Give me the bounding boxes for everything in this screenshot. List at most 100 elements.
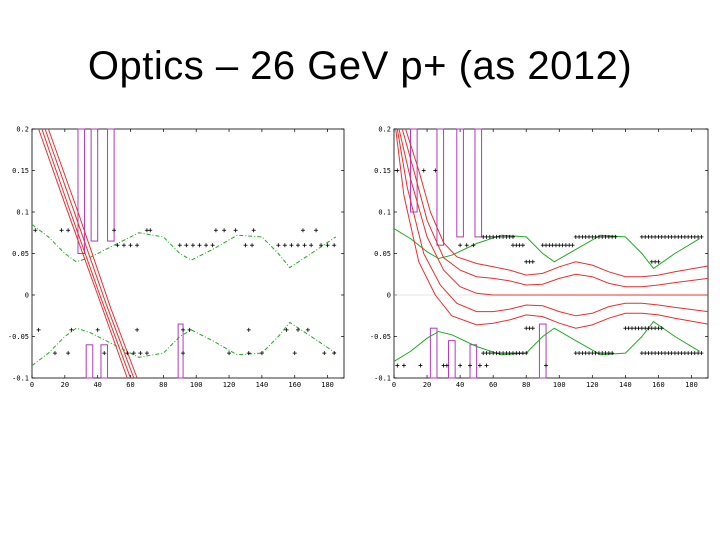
marker-point xyxy=(319,243,324,248)
x-tick-label: 100 xyxy=(553,381,566,389)
marker-point xyxy=(66,351,71,356)
y-tick-label: 0.1 xyxy=(378,209,391,217)
marker-point xyxy=(204,243,209,248)
marker-point xyxy=(325,243,330,248)
x-tick-label: 160 xyxy=(652,381,665,389)
element-box xyxy=(107,128,115,242)
element-box xyxy=(436,128,445,246)
marker-point xyxy=(177,243,182,248)
marker-point xyxy=(128,243,133,248)
plot-frame xyxy=(393,128,709,379)
y-tick-label: 0.15 xyxy=(12,167,29,175)
x-tick-label: 0 xyxy=(392,381,396,389)
element-box xyxy=(429,327,438,379)
series-line-aperture-lower xyxy=(31,321,337,366)
x-tick-label: 40 xyxy=(93,381,101,389)
x-tick-label: 100 xyxy=(190,381,203,389)
x-tick-label: 80 xyxy=(159,381,167,389)
series-line-beam-outer-upper xyxy=(405,128,709,278)
y-tick-label: 0 xyxy=(387,292,391,300)
y-tick-label: 0 xyxy=(25,292,29,300)
marker-point xyxy=(251,228,256,233)
optics-plot-right-svg: 0.20.150.10.050-0.05-0.10 20 40 60 80 100 120 1… xyxy=(370,126,709,389)
y-tick-label: 0.05 xyxy=(12,250,29,258)
marker-point xyxy=(181,327,186,332)
marker-point xyxy=(197,243,202,248)
marker-point xyxy=(259,351,264,356)
series-line-beam-center xyxy=(398,128,708,296)
series-line-beam-4 xyxy=(47,128,138,379)
marker-point xyxy=(246,351,251,356)
x-tick-label: 0 xyxy=(30,381,34,389)
marker-point xyxy=(395,363,400,368)
optics-plot-left-svg: 0.20.150.10.050-0.05-0.10 20 40 60 80 100 120 1… xyxy=(8,126,345,389)
marker-point xyxy=(395,168,400,173)
marker-point xyxy=(233,228,238,233)
x-tick-label: 60 xyxy=(489,381,497,389)
marker-point xyxy=(210,243,215,248)
marker-point xyxy=(284,327,289,332)
marker-point xyxy=(444,363,449,368)
marker-point xyxy=(102,351,107,356)
optics-plot-left: 0.2 0.15 0.1 0.05 0 -0.05 -0.1 0 20 40 60 80 100 120 1… xyxy=(8,121,352,394)
marker-point xyxy=(246,327,251,332)
x-tick-label: 140 xyxy=(619,381,632,389)
marker-point xyxy=(52,351,57,356)
slide-title: Optics – 26 GeV p+ (as 2012) xyxy=(87,44,633,88)
marker-point xyxy=(276,243,281,248)
element-box xyxy=(85,344,94,379)
element-box xyxy=(90,128,99,242)
marker-point xyxy=(433,168,438,173)
marker-point xyxy=(292,351,297,356)
marker-point xyxy=(243,243,248,248)
series-line-beam-2 xyxy=(41,128,131,379)
series-line-beam-1 xyxy=(38,128,128,379)
marker-point xyxy=(59,228,64,233)
marker-point xyxy=(471,243,476,248)
marker-point xyxy=(187,327,192,332)
marker-point xyxy=(138,351,143,356)
marker-point xyxy=(613,234,618,239)
y-tick-label: -0.1 xyxy=(374,375,391,383)
marker-point xyxy=(289,243,294,248)
x-tick-label: 120 xyxy=(586,381,599,389)
marker-point xyxy=(332,351,337,356)
marker-point xyxy=(36,327,41,332)
y-tick-label: -0.05 xyxy=(8,333,29,341)
marker-point xyxy=(401,363,406,368)
marker-point xyxy=(213,228,218,233)
marker-point xyxy=(332,243,337,248)
y-tick-label: -0.05 xyxy=(370,333,391,341)
x-tick-label: 120 xyxy=(223,381,236,389)
series-line-aperture-upper xyxy=(393,228,700,270)
x-tick-label: 40 xyxy=(456,381,464,389)
marker-point xyxy=(510,234,515,239)
marker-point xyxy=(421,168,426,173)
optics-plot-right: 0.2 0.15 0.1 0.05 0 -0.05 -0.1 0 20 40 60 80 100 120 1… xyxy=(364,121,714,394)
marker-point xyxy=(699,351,704,356)
marker-point xyxy=(250,243,255,248)
marker-point xyxy=(125,351,130,356)
marker-point xyxy=(115,243,120,248)
marker-point xyxy=(69,327,74,332)
element-box xyxy=(77,128,86,254)
marker-point xyxy=(418,363,423,368)
marker-point xyxy=(464,243,469,248)
marker-point xyxy=(524,351,529,356)
y-tick-label: 0.1 xyxy=(16,209,29,217)
marker-point xyxy=(544,363,549,368)
marker-point xyxy=(144,351,149,356)
y-tick-label: 0.05 xyxy=(374,250,391,258)
marker-point xyxy=(530,259,535,264)
element-box xyxy=(538,323,547,379)
marker-point xyxy=(302,243,307,248)
marker-point xyxy=(610,351,615,356)
marker-point xyxy=(112,228,117,233)
marker-point xyxy=(656,259,661,264)
y-tick-label: 0.2 xyxy=(378,126,391,134)
marker-point xyxy=(131,351,136,356)
marker-point xyxy=(530,326,535,331)
marker-point xyxy=(305,327,310,332)
marker-point xyxy=(222,228,227,233)
series-line-beam-outer-lower xyxy=(395,128,709,329)
